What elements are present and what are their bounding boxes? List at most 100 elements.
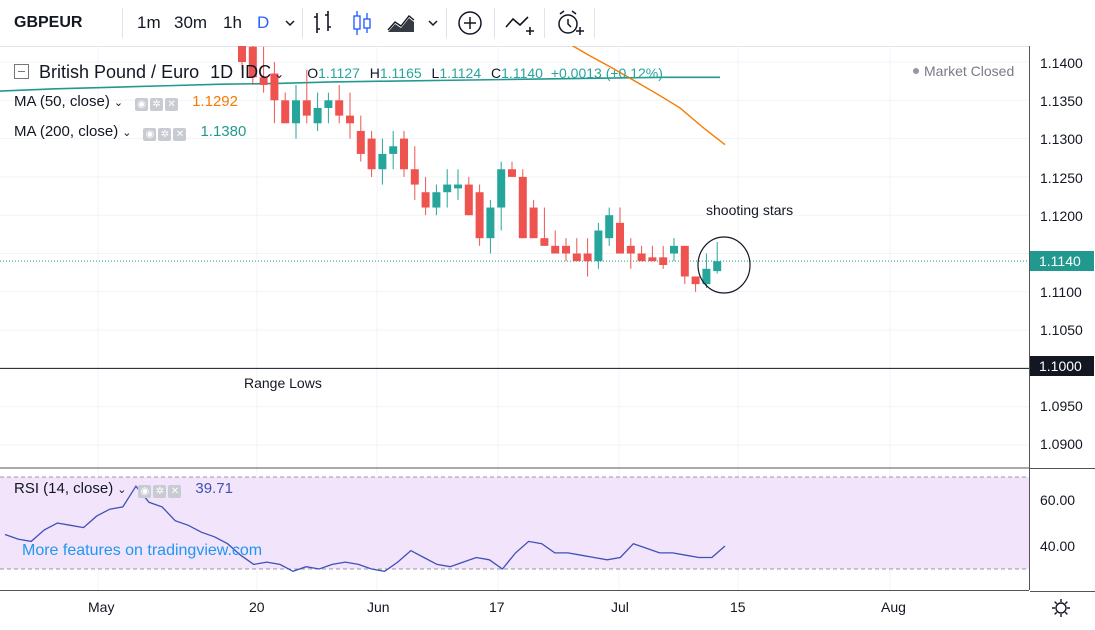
gear-icon[interactable]: ✲ (158, 128, 172, 141)
chevron-down-icon (428, 20, 438, 27)
bars-icon (314, 11, 331, 33)
compare-icon (505, 16, 534, 35)
candle-body (302, 100, 311, 116)
symbol-search[interactable]: GBPEUR (14, 14, 83, 31)
chevron-down-icon[interactable]: ⌄ (274, 67, 285, 81)
time-tick: Jul (611, 599, 629, 615)
time-tick: 15 (730, 599, 746, 615)
promo-link[interactable]: More features on tradingview.com (22, 542, 263, 559)
ma200-legend[interactable]: MA (200, close) ⌄ ◉ ✲ ✕ 1.1380 (14, 123, 246, 141)
toolbar-divider (302, 8, 303, 38)
candle-body (443, 184, 452, 193)
eye-icon[interactable]: ◉ (138, 485, 152, 498)
gear-icon[interactable]: ✲ (153, 485, 167, 498)
rsi-tick: 40.00 (1040, 538, 1076, 554)
candle-body (389, 146, 398, 154)
candle-body (562, 245, 570, 254)
time-axis[interactable]: May 20 Jun 17 Jul 15 Aug (0, 590, 1029, 625)
candle-body (486, 207, 495, 239)
candle-body (313, 107, 322, 124)
interval-d[interactable]: D (257, 13, 270, 32)
close-icon[interactable]: ✕ (173, 128, 187, 141)
interval-1h[interactable]: 1h (223, 13, 242, 32)
candle-body (529, 207, 538, 239)
candle-body (518, 176, 527, 239)
pane-divider (1030, 468, 1095, 469)
candle-body (616, 222, 624, 254)
compare-button[interactable] (504, 0, 536, 46)
candle-body (410, 169, 419, 185)
collapse-icon[interactable] (14, 64, 29, 79)
price-tick: 1.1250 (1040, 170, 1083, 186)
ma50-legend[interactable]: MA (50, close) ⌄ ◉ ✲ ✕ 1.1292 (14, 93, 238, 111)
candle-body (572, 253, 581, 262)
candle-body (680, 245, 689, 277)
candle-body (238, 31, 246, 62)
shooting-stars-annotation: shooting stars (706, 202, 794, 218)
close-icon[interactable]: ✕ (165, 98, 179, 111)
change-value: +0.0013 (+0.12%) (550, 65, 663, 81)
interval-dropdown[interactable] (283, 0, 297, 46)
toolbar-divider (544, 8, 545, 38)
candle-body (659, 257, 668, 265)
toolbar-divider (446, 8, 447, 38)
area-style-button[interactable] (386, 0, 416, 46)
candle-body (346, 115, 354, 124)
top-toolbar: GBPEUR 1m 30m 1h D (0, 0, 1095, 47)
eye-icon[interactable]: ◉ (143, 128, 157, 141)
interval-1m[interactable]: 1m (137, 13, 161, 32)
candle-body (335, 100, 344, 116)
candle-body (421, 192, 430, 208)
close-icon[interactable]: ✕ (168, 485, 182, 498)
symbol-title: British Pound / Euro (39, 62, 200, 82)
legend-interval: 1D (210, 62, 234, 82)
candle-body (637, 253, 646, 262)
candle-body (583, 253, 592, 262)
add-indicator-button[interactable] (456, 0, 484, 46)
area-chart-icon (387, 15, 415, 32)
candle-body (432, 192, 441, 208)
shooting-stars-circle (697, 236, 751, 294)
candle-body (540, 238, 549, 246)
candle-body (367, 138, 376, 170)
chevron-down-icon[interactable]: ⌄ (122, 127, 132, 139)
candle-body (454, 184, 462, 189)
ma50-line (544, 30, 726, 146)
candles-icon (353, 11, 371, 35)
candle-body (626, 245, 635, 254)
candle-body (270, 73, 279, 101)
ma200-line (0, 76, 720, 92)
ma200-label: MA (200, close) (14, 123, 119, 140)
candle-body (670, 245, 678, 254)
alert-button[interactable] (555, 0, 585, 46)
candle-body (378, 153, 387, 170)
time-tick: 20 (249, 599, 265, 615)
candle-body (356, 130, 365, 154)
chevron-down-icon[interactable]: ⌄ (113, 97, 124, 109)
market-status: Market Closed (913, 63, 1014, 79)
candle-body (713, 261, 722, 272)
candle-body (594, 230, 603, 262)
candles-style-button[interactable] (350, 0, 374, 46)
candle-body (648, 257, 657, 262)
chart-style-dropdown[interactable] (426, 0, 440, 46)
candle-body (497, 169, 506, 208)
range-lows-annotation: Range Lows (244, 375, 322, 391)
bar-style-button[interactable] (312, 0, 336, 46)
price-tick: 1.1100 (1040, 284, 1082, 300)
chevron-down-icon[interactable]: ⌄ (117, 484, 127, 496)
axis-settings-button[interactable] (1030, 591, 1095, 625)
time-tick: Aug (881, 599, 906, 615)
ohlc-readout: O1.1127 H1.1165 L1.1124 C1.1140 +0.0013 … (307, 65, 663, 81)
price-tick: 1.1400 (1040, 55, 1083, 71)
price-axis[interactable]: 1.1400 1.1350 1.1300 1.1250 1.1200 1.110… (1029, 46, 1095, 590)
horizontal-line-price-badge: 1.1000 (1030, 356, 1094, 376)
time-tick: May (88, 599, 115, 615)
interval-30m[interactable]: 30m (174, 13, 208, 32)
eye-icon[interactable]: ◉ (135, 98, 149, 111)
price-tick: 1.1200 (1040, 208, 1083, 224)
gear-icon[interactable]: ✲ (150, 98, 164, 111)
candle-body (464, 184, 473, 216)
price-tick: 1.1300 (1040, 131, 1083, 147)
rsi-legend[interactable]: RSI (14, close) ⌄ ◉ ✲ ✕ 39.71 (14, 480, 233, 498)
